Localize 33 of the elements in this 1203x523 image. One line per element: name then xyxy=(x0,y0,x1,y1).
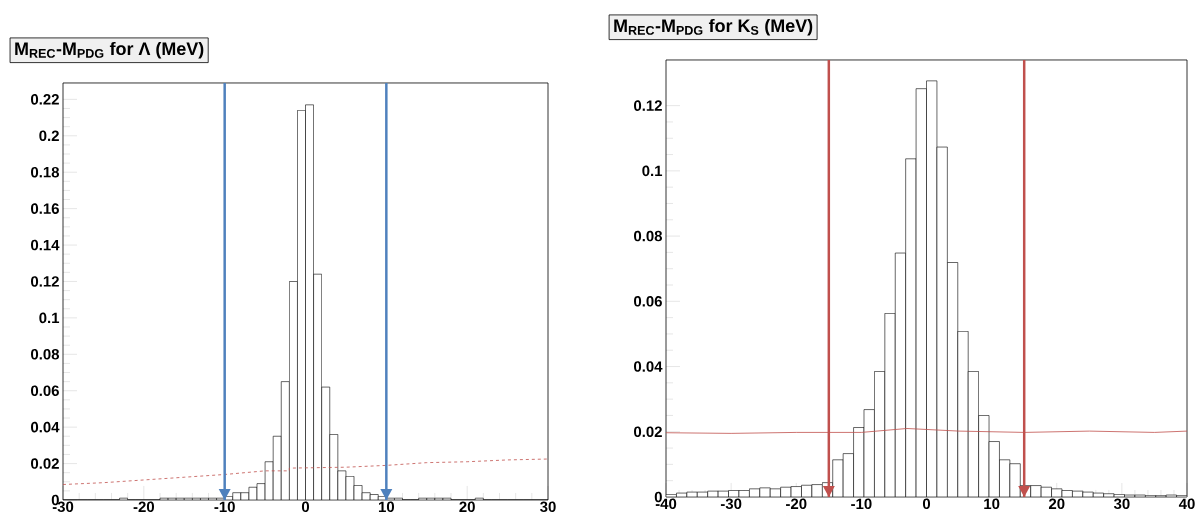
y-tick-label: 0.18 xyxy=(31,166,60,178)
x-tick-label: 0 xyxy=(922,498,931,510)
x-tick-label: 20 xyxy=(459,501,475,513)
x-tick-label: 30 xyxy=(1113,498,1130,510)
y-tick-label: 0.04 xyxy=(31,421,60,433)
x-tick-label: -20 xyxy=(786,498,807,510)
x-tick-label: -10 xyxy=(214,501,235,513)
x-tick-label: 10 xyxy=(378,501,395,513)
x-tick-label: 40 xyxy=(1178,498,1195,510)
y-tick-label: 0.22 xyxy=(31,94,59,105)
x-tick-label: -10 xyxy=(851,498,872,510)
x-tick-label: 10 xyxy=(984,498,1000,510)
chart-title: M$_{REC}$-M$_{PDG}$ for K$_{S}$ (MeV) xyxy=(614,18,813,36)
y-tick-label: 0.08 xyxy=(634,230,663,242)
y-tick-label: 0.12 xyxy=(634,100,662,111)
y-tick-label: 0.16 xyxy=(31,203,59,214)
y-tick-label: 0.08 xyxy=(31,349,60,360)
x-tick-label: -30 xyxy=(720,498,742,510)
y-tick-label: 0.14 xyxy=(31,239,60,251)
y-tick-label: 0.2 xyxy=(39,130,59,142)
y-tick-label: 0.1 xyxy=(642,165,663,177)
y-tick-label: 0.1 xyxy=(39,312,60,324)
x-tick-label: -20 xyxy=(133,501,155,513)
chart-title: M$_{REC}$-M$_{PDG}$ for Λ (MeV) xyxy=(15,41,204,59)
x-tick-label: 30 xyxy=(540,501,556,513)
y-tick-label: 0.06 xyxy=(634,296,662,307)
x-tick-label: 0 xyxy=(301,501,310,513)
y-tick-label: 0.02 xyxy=(31,458,59,469)
y-tick-label: 0.04 xyxy=(634,361,663,372)
x-tick-label: 20 xyxy=(1048,498,1065,510)
y-tick-label: 0.02 xyxy=(634,426,662,438)
y-tick-label: 0.06 xyxy=(31,385,59,397)
y-tick-label: 0.12 xyxy=(31,276,59,287)
